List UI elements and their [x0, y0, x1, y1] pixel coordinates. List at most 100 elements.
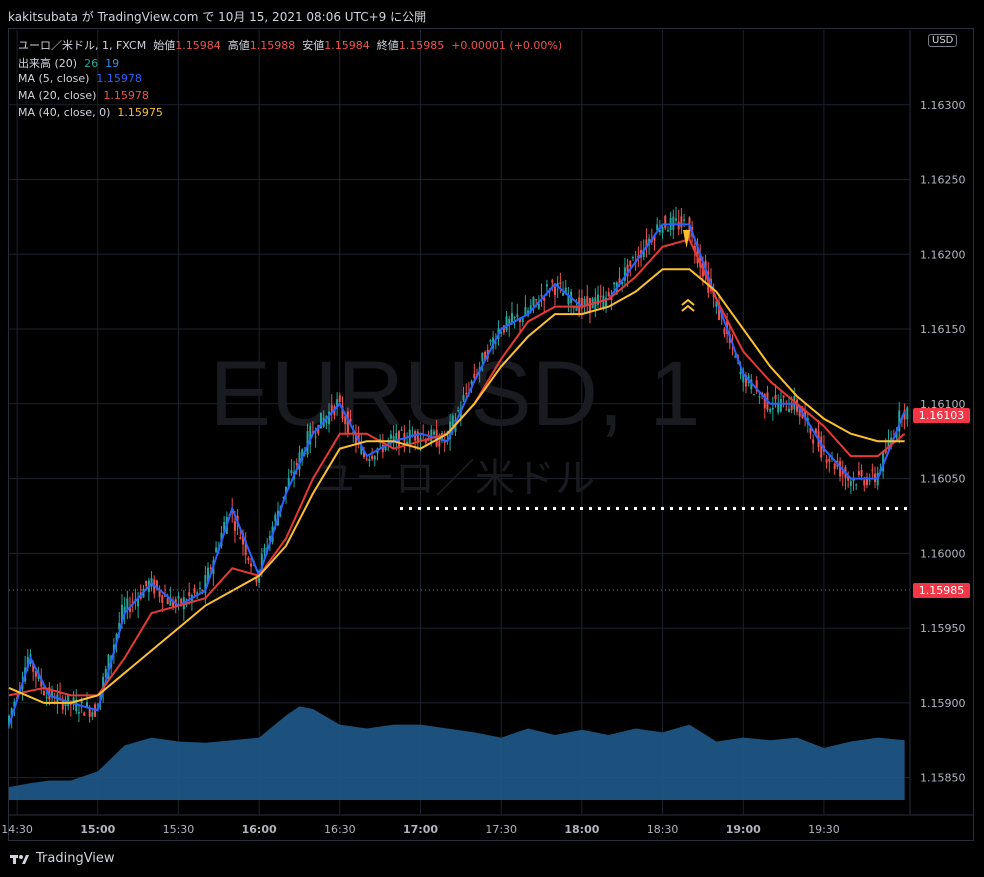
candle-body [521, 318, 524, 323]
legend-low: 1.15984 [324, 39, 370, 52]
candle-body [419, 437, 422, 441]
candle-body [282, 496, 285, 498]
candle-body [40, 677, 43, 687]
candle-body [129, 608, 132, 612]
candle-body [610, 296, 613, 301]
candle-body [567, 296, 570, 305]
candle-body [572, 307, 575, 309]
candle-body [239, 537, 242, 539]
candle-body [75, 699, 78, 712]
candle-body [553, 286, 556, 296]
candle-body [621, 281, 624, 285]
candle-body [172, 600, 175, 608]
candle-body [346, 411, 349, 434]
candle-body [301, 449, 304, 461]
time-tick-label: 18:30 [647, 823, 679, 836]
candle-body [457, 410, 460, 412]
candle-body [365, 458, 368, 460]
legend-open: 1.15984 [175, 39, 221, 52]
candle-body [524, 306, 527, 316]
candle-body [260, 553, 263, 571]
candle-body [898, 410, 901, 432]
candle-body [118, 622, 121, 630]
candle-body [774, 395, 777, 400]
candle-body [642, 248, 645, 258]
ma5-value: 1.15978 [96, 72, 142, 85]
candle-body [198, 587, 201, 589]
candle-body [10, 708, 13, 718]
candle-body [371, 456, 374, 459]
candle-body [537, 303, 540, 309]
candle-body [241, 533, 244, 545]
candle-body [83, 712, 86, 716]
candle-body [298, 452, 301, 470]
candle-body [158, 590, 161, 597]
ma40-value: 1.15975 [117, 106, 163, 119]
candle-body [363, 451, 366, 458]
candle-body [857, 471, 860, 475]
candle-body [319, 412, 322, 429]
candle-body [438, 440, 441, 447]
legend-ohlc: ユーロ／米ドル, 1, FXCM 始値1.15984 高値1.15988 安値1… [18, 37, 562, 53]
candle-body [540, 294, 543, 297]
time-tick-label: 19:00 [726, 823, 761, 836]
candle-body [882, 451, 885, 472]
candle-body [814, 428, 817, 435]
candle-body [758, 396, 761, 398]
candle-body [314, 436, 317, 438]
candle-body [661, 227, 664, 234]
price-tick-label: 1.16100 [920, 398, 966, 411]
candle-body [666, 229, 669, 232]
volume-label: 出来高 (20) [18, 57, 78, 70]
candle-body [532, 297, 535, 306]
candle-body [804, 411, 807, 419]
currency-button[interactable]: USD [928, 34, 958, 47]
candle-body [120, 604, 123, 624]
time-tick-label: 16:00 [242, 823, 277, 836]
candle-body [285, 486, 288, 495]
candle-body [115, 633, 118, 642]
candle-body [734, 356, 737, 358]
ma40-label: MA (40, close, 0) [18, 106, 111, 119]
crosshair-price-tag: 1.15985 [913, 583, 970, 598]
candle-body [169, 597, 172, 606]
candle-body [137, 597, 140, 607]
candle-body [247, 557, 250, 561]
arrow-icon [681, 230, 695, 312]
candle-body [777, 404, 780, 413]
candle-body [502, 325, 505, 333]
candle-body [903, 409, 906, 420]
candle-body [607, 292, 610, 297]
price-tick-label: 1.15850 [920, 772, 966, 785]
candle-body [145, 580, 148, 586]
legend-high-label: 高値 [227, 39, 250, 52]
candle-body [562, 292, 565, 296]
candle-body [384, 444, 387, 451]
candle-body [605, 297, 608, 307]
candle-body [505, 316, 508, 331]
candle-body [188, 592, 191, 597]
watermark-name: ユーロ／米ドル [315, 456, 595, 502]
candle-body [26, 657, 29, 668]
candle-body [723, 328, 726, 335]
candle-body [583, 298, 586, 306]
candle-body [785, 409, 788, 411]
candle-body [85, 702, 88, 707]
candle-body [99, 692, 102, 702]
candle-body [871, 469, 874, 471]
candle-body [580, 298, 583, 309]
candle-body [354, 434, 357, 445]
candle-body [317, 424, 320, 434]
candle-body [287, 477, 290, 489]
candle-body [699, 252, 702, 268]
tradingview-logo[interactable]: TradingView [10, 851, 115, 866]
candle-body [155, 580, 158, 589]
candle-body [855, 484, 858, 486]
candle-body [847, 475, 850, 481]
candle-body [131, 601, 134, 604]
legend-ma5: MA (5, close) 1.15978 [18, 72, 142, 85]
candle-body [500, 332, 503, 334]
time-tick-label: 19:30 [808, 823, 840, 836]
candle-body [833, 463, 836, 470]
